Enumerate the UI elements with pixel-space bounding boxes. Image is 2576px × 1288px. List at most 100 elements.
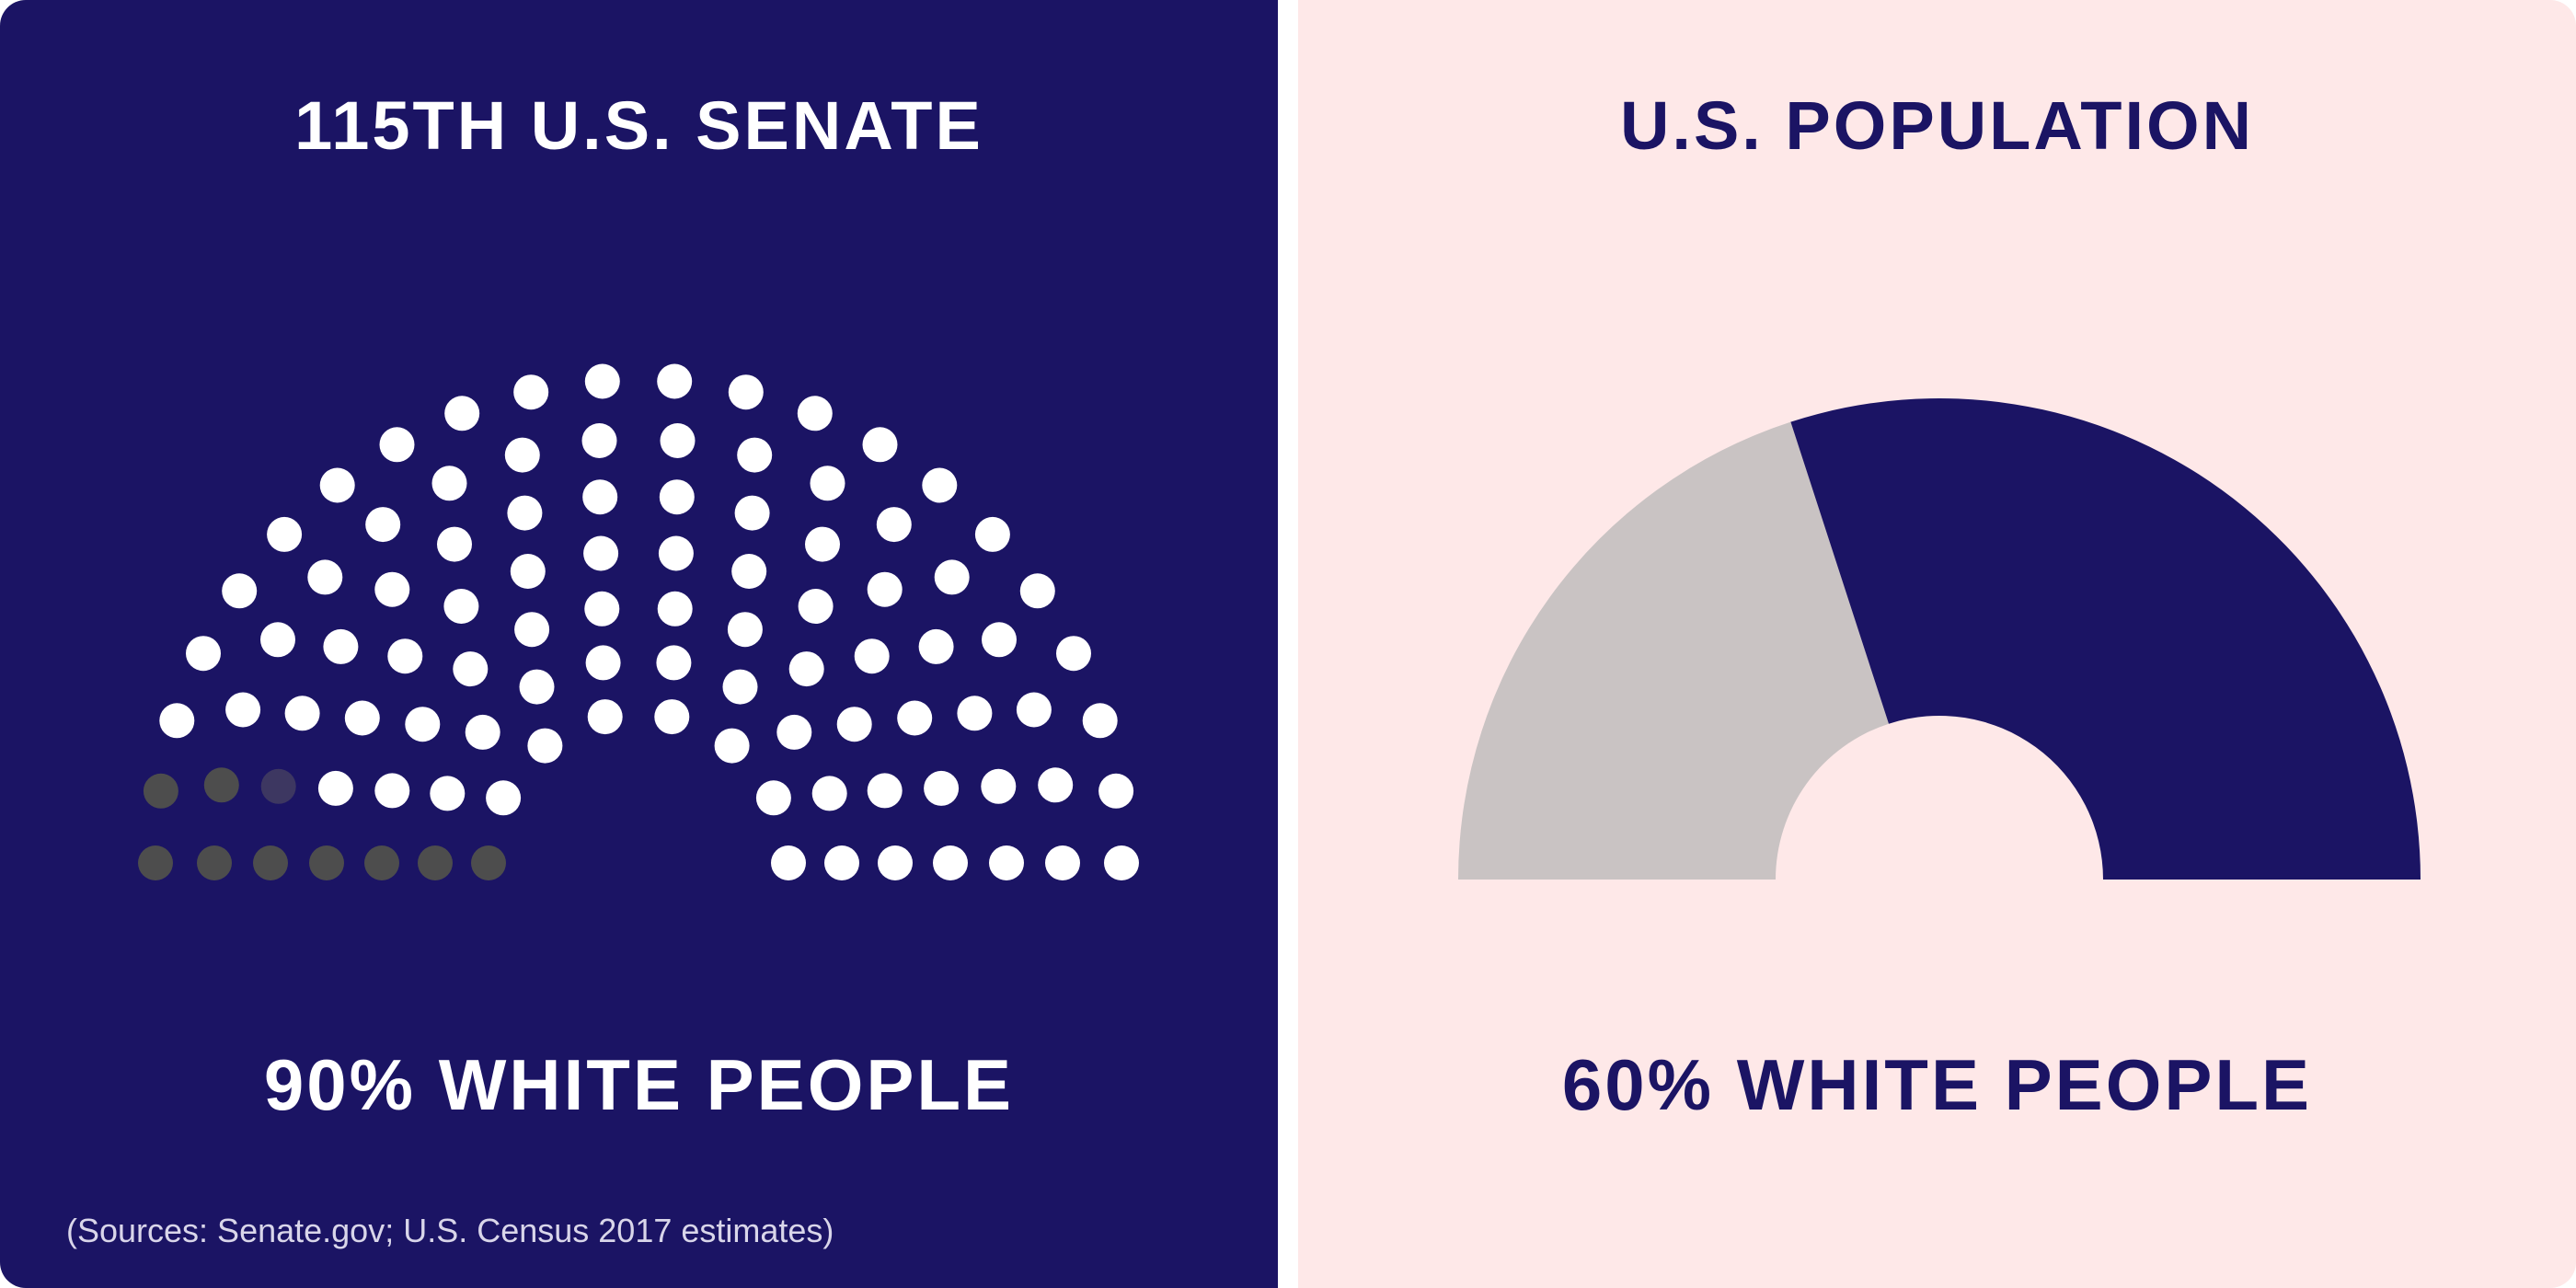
senate-panel: 115TH U.S. SENATE 90% WHITE PEOPLE (Sour… — [0, 0, 1278, 1288]
senate-seat-white — [836, 707, 872, 742]
population-title: U.S. POPULATION — [1619, 87, 2255, 164]
senate-seat-white — [284, 696, 320, 731]
senate-caption: 90% WHITE PEOPLE — [263, 1044, 1015, 1125]
senate-seat-white — [513, 374, 549, 410]
senate-seat-white — [876, 507, 912, 543]
senate-seat-white — [734, 495, 770, 531]
senate-seat-white — [431, 466, 467, 501]
donut-slice-nonwhite — [1458, 421, 1889, 880]
senate-seat-white — [443, 589, 479, 624]
senate-seat-white — [159, 703, 195, 739]
senate-seat-white — [728, 374, 764, 410]
senate-seat-white — [810, 466, 845, 501]
population-caption: 60% WHITE PEOPLE — [1561, 1044, 2313, 1125]
senate-seat-white — [583, 535, 619, 571]
senate-seat-white — [771, 845, 806, 880]
senate-seat-white — [444, 396, 480, 431]
senate-seat-white — [788, 651, 824, 687]
senate-seat-white — [1082, 703, 1118, 739]
senate-seat-white — [918, 628, 954, 664]
senate-seat-white — [507, 495, 543, 531]
senate-seat-nonwhite — [309, 845, 344, 880]
senate-seat-white — [878, 845, 913, 880]
senate-seat-white — [657, 591, 693, 627]
senate-seat-white — [1045, 845, 1080, 880]
senate-seat-white — [186, 636, 221, 672]
population-donut-chart — [1458, 398, 2421, 880]
senate-seat-white — [737, 437, 773, 473]
senate-seat-white — [222, 573, 258, 609]
senate-seat-white — [867, 773, 903, 809]
senate-seat-white — [344, 700, 380, 736]
senate-seat-white — [307, 559, 343, 595]
senate-seat-white — [989, 845, 1024, 880]
senate-seat-white — [405, 707, 441, 742]
senate-seat-white — [897, 700, 933, 736]
senate-seat-white — [519, 669, 555, 705]
senate-seat-white — [727, 612, 763, 648]
senate-seat-white — [1056, 636, 1091, 672]
senate-seat-white — [714, 728, 750, 764]
senate-seat-white — [387, 638, 423, 674]
senate-seat-white — [982, 622, 1017, 658]
senate-seat-white — [437, 526, 472, 562]
senate-seat-white — [453, 651, 489, 687]
senate-seat-white — [933, 845, 968, 880]
senate-seat-white — [658, 535, 694, 571]
senate-seat-white — [862, 427, 898, 463]
senate-seat-nonwhite — [138, 845, 173, 880]
senate-seat-nonwhite — [203, 767, 239, 803]
senate-seat-nonwhite — [253, 845, 288, 880]
senate-seat-nonwhite — [418, 845, 453, 880]
senate-seat-white — [867, 571, 903, 607]
senate-title: 115TH U.S. SENATE — [294, 87, 983, 164]
senate-seat-white — [981, 768, 1017, 804]
senate-seat-nonwhite — [364, 845, 399, 880]
senate-seat-white — [805, 526, 840, 562]
senate-seat-white — [430, 776, 466, 811]
population-panel: U.S. POPULATION 60% WHITE PEOPLE — [1298, 0, 2576, 1288]
senate-seat-white — [957, 696, 993, 731]
senate-seat-white — [365, 507, 401, 543]
senate-seat-nonwhite — [471, 845, 506, 880]
sources-note: (Sources: Senate.gov; U.S. Census 2017 e… — [66, 1212, 834, 1249]
senate-seat-white — [527, 728, 563, 764]
senate-seat-white — [374, 773, 410, 809]
senate-seat-white — [797, 396, 833, 431]
senate-seat-white — [225, 692, 261, 728]
senate-seat-white — [379, 427, 415, 463]
senate-seat-white — [974, 516, 1010, 552]
senate-seat-white — [504, 437, 540, 473]
senate-seat-nonwhite — [260, 768, 296, 804]
senate-seat-white — [486, 780, 522, 816]
senate-seat-white — [1098, 773, 1134, 809]
senate-seat-white — [924, 770, 960, 806]
senate-seat-nonwhite — [197, 845, 232, 880]
senate-seat-white — [584, 591, 620, 627]
senate-seat-white — [465, 714, 500, 750]
senate-seat-white — [659, 479, 695, 515]
senate-seat-white — [323, 628, 359, 664]
senate-seat-chart — [138, 363, 1139, 880]
senate-seat-white — [317, 770, 353, 806]
senate-seat-white — [1104, 845, 1139, 880]
senate-seat-white — [1019, 573, 1055, 609]
senate-seat-white — [722, 669, 758, 705]
senate-seat-white — [755, 780, 791, 816]
senate-seat-white — [824, 845, 859, 880]
senate-seat-white — [731, 554, 767, 589]
senate-seat-white — [656, 645, 692, 681]
senate-seat-white — [319, 467, 355, 503]
senate-seat-white — [854, 638, 890, 674]
senate-seat-white — [260, 622, 295, 658]
senate-seat-white — [581, 423, 617, 458]
senate-seat-white — [654, 699, 690, 735]
senate-seat-white — [922, 467, 958, 503]
senate-seat-nonwhite — [143, 773, 178, 809]
senate-seat-white — [587, 699, 623, 735]
donut-slice-white — [1790, 398, 2421, 880]
senate-seat-white — [798, 589, 834, 624]
senate-seat-white — [585, 645, 621, 681]
senate-seat-white — [811, 776, 847, 811]
senate-seat-white — [584, 363, 620, 399]
